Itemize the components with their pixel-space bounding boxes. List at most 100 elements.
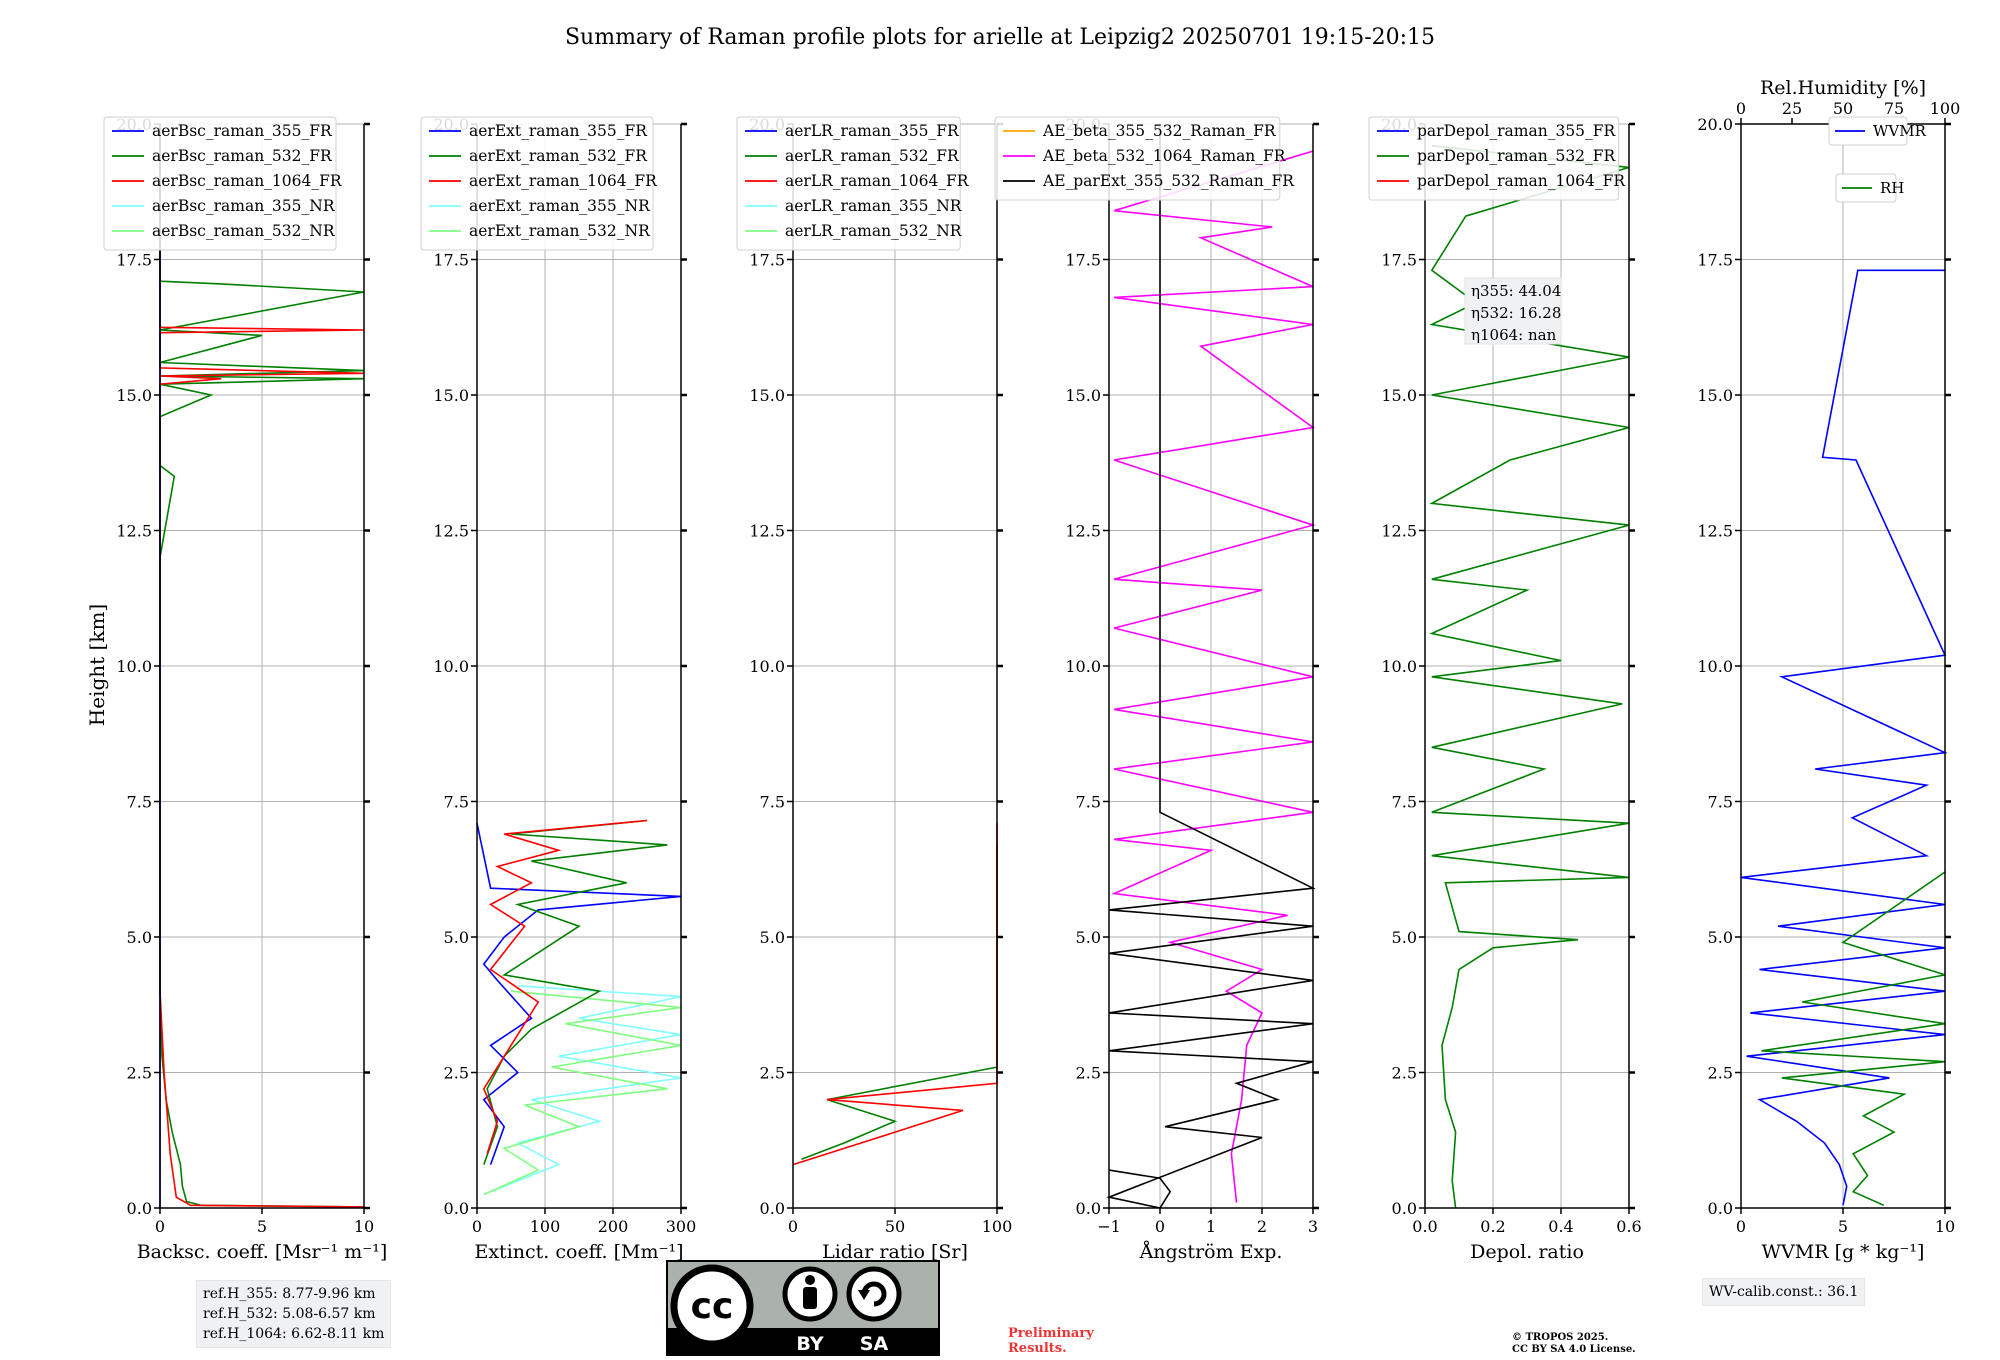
x-axis-label: Extinct. coeff. [Mm⁻¹] <box>474 1241 683 1263</box>
series-WVMR <box>1740 269 1948 1206</box>
legend-label: aerBsc_raman_355_FR <box>152 122 333 140</box>
copyright-line-2: CC BY SA 4.0 License. <box>1512 1344 1636 1355</box>
legend: aerBsc_raman_355_FR aerBsc_raman_532_FRae… <box>103 116 343 251</box>
x-tick-label: 100 <box>982 1217 1013 1236</box>
top-axis-label: Rel.Humidity [%] <box>1760 77 1926 99</box>
sa-label: SA <box>860 1333 889 1355</box>
y-tick-label: 2.5 <box>444 1064 469 1083</box>
x-tick-label: −1 <box>1097 1217 1121 1236</box>
y-tick-label: 7.5 <box>1708 793 1733 812</box>
legend-label: WVMR <box>1873 122 1927 140</box>
x-tick-label: 5 <box>257 1217 267 1236</box>
x-tick-label: 0 <box>472 1217 482 1236</box>
top-tick-label: 50 <box>1833 99 1853 118</box>
wv-calibration-box: WV-calib.const.: 36.1 <box>1702 1278 1866 1306</box>
legend-label: parDepol_raman_1064_FR <box>1417 172 1626 190</box>
series-aerExt_raman_532_NR <box>483 990 682 1196</box>
cc-by-sa-license-badge: cc BY SA <box>666 1260 940 1356</box>
x-tick-label: 0.2 <box>1480 1217 1505 1236</box>
x-tick-label: 100 <box>530 1217 561 1236</box>
y-tick-label: 12.5 <box>1381 522 1417 541</box>
by-label: BY <box>796 1333 823 1355</box>
panel-1: 0.02.55.07.510.012.515.017.520.00510Back… <box>103 115 387 1263</box>
y-tick-label: 15.0 <box>433 386 469 405</box>
legend-label: aerLR_raman_355_FR <box>785 122 960 140</box>
y-tick-label: 0.0 <box>760 1199 785 1218</box>
series-aerBsc_raman_1064_FR <box>159 124 365 1208</box>
x-tick-label: 0 <box>1155 1217 1165 1236</box>
y-tick-label: 15.0 <box>749 386 785 405</box>
legend-label: aerLR_raman_532_FR <box>785 147 960 165</box>
y-tick-label: 17.5 <box>1065 251 1101 270</box>
series-aerExt_raman_355_NR <box>490 985 682 1193</box>
x-tick-label: 0 <box>155 1217 165 1236</box>
legend-label: AE_parExt_355_532_Raman_FR <box>1042 172 1295 190</box>
top-tick-label: 0 <box>1736 99 1746 118</box>
x-tick-label: 10 <box>1935 1217 1955 1236</box>
y-tick-label: 10.0 <box>1381 657 1417 676</box>
y-tick-label: 2.5 <box>1708 1064 1733 1083</box>
y-tick-label: 5.0 <box>127 928 152 947</box>
y-tick-label: 7.5 <box>127 793 152 812</box>
y-tick-label: 5.0 <box>1392 928 1417 947</box>
y-tick-label: 12.5 <box>116 522 152 541</box>
x-tick-label: 2 <box>1257 1217 1267 1236</box>
panel-2: 0.02.55.07.510.012.515.017.520.001002003… <box>420 115 697 1263</box>
y-tick-label: 10.0 <box>116 657 152 676</box>
x-tick-label: 200 <box>598 1217 629 1236</box>
legend-box <box>736 116 961 251</box>
legend-box <box>103 116 337 251</box>
legend-label: parDepol_raman_532_FR <box>1417 147 1617 165</box>
y-tick-label: 2.5 <box>127 1064 152 1083</box>
legend: parDepol_raman_355_FR parDepol_raman_532_… <box>1368 116 1626 201</box>
eta-annotation: η355: 44.04 <box>1471 282 1561 300</box>
x-axis-label: Lidar ratio [Sr] <box>822 1241 968 1263</box>
y-tick-label: 12.5 <box>749 522 785 541</box>
ref-height-1064: ref.H_1064: 6.62-8.11 km <box>203 1326 385 1342</box>
y-tick-label: 0.0 <box>127 1199 152 1218</box>
y-tick-label: 2.5 <box>1392 1064 1417 1083</box>
cc-logo-icon <box>670 1264 754 1348</box>
top-tick-label: 100 <box>1930 99 1961 118</box>
preliminary-line-2: Results. <box>1008 1341 1067 1356</box>
preliminary-line-1: Preliminary <box>1008 1326 1094 1341</box>
x-tick-label: 1 <box>1206 1217 1216 1236</box>
x-tick-label: 0.0 <box>1412 1217 1437 1236</box>
y-tick-label: 17.5 <box>1697 251 1733 270</box>
legend-label: aerLR_raman_355_NR <box>785 197 963 215</box>
y-tick-label: 5.0 <box>1076 928 1101 947</box>
y-tick-label: 10.0 <box>1697 657 1733 676</box>
y-tick-label: 12.5 <box>433 522 469 541</box>
x-axis-label: WVMR [g * kg⁻¹] <box>1762 1241 1925 1263</box>
legend-label: parDepol_raman_355_FR <box>1417 122 1617 140</box>
copyright-note: © TROPOS 2025. CC BY SA 4.0 License. <box>1512 1332 1636 1356</box>
series-aerExt_raman_532_FR <box>483 819 668 1165</box>
x-tick-label: 300 <box>666 1217 697 1236</box>
legend-label: aerExt_raman_1064_FR <box>469 172 658 190</box>
legend-label: RH <box>1880 179 1904 197</box>
legend-box <box>1828 116 1908 146</box>
x-tick-label: 0 <box>788 1217 798 1236</box>
y-axis-label: Height [km] <box>85 604 109 726</box>
y-tick-label: 2.5 <box>1076 1064 1101 1083</box>
legend-box <box>994 116 1281 201</box>
ref-height-532: ref.H_532: 5.08-6.57 km <box>203 1306 376 1322</box>
legend-label: AE_beta_355_532_Raman_FR <box>1042 122 1277 140</box>
eta-annotation: η1064: nan <box>1471 326 1557 344</box>
y-tick-label: 5.0 <box>444 928 469 947</box>
legend-label: aerExt_raman_532_FR <box>469 147 648 165</box>
legend-label: aerBsc_raman_1064_FR <box>152 172 343 190</box>
panel-6: 0.02.55.07.510.012.515.017.520.00 5 10WVMR… <box>1697 77 1960 1263</box>
y-tick-label: 7.5 <box>1076 793 1101 812</box>
share-alike-icon <box>846 1266 902 1322</box>
y-tick-label: 12.5 <box>1697 522 1733 541</box>
y-tick-label: 2.5 <box>760 1064 785 1083</box>
series-RH <box>1761 871 1946 1207</box>
x-tick-label: 50 <box>885 1217 905 1236</box>
y-tick-label: 10.0 <box>1065 657 1101 676</box>
y-tick-label: 10.0 <box>433 657 469 676</box>
cc-logo-text: cc <box>691 1286 734 1327</box>
y-tick-label: 0.0 <box>1708 1199 1733 1218</box>
preliminary-results-note: Preliminary Results. <box>1008 1326 1094 1356</box>
eta-annotation: η532: 16.28 <box>1471 304 1561 322</box>
